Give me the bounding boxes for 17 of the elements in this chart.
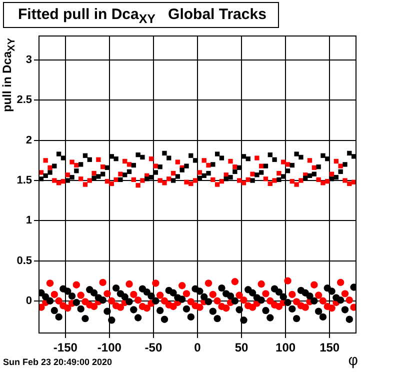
y-tick-label: 1 [26, 214, 32, 227]
x-tick-label: 150 [320, 340, 340, 355]
x-tick-label: 50 [234, 340, 249, 355]
y-tick-label: 2.5 [16, 94, 32, 106]
chart-title: Fitted pull in Dca$_{XY}$ Global Tracks [3, 2, 279, 28]
x-tick-label: -150 [53, 340, 78, 355]
y-tick-label: 0.5 [16, 254, 32, 267]
x-tick-label: -100 [97, 340, 122, 355]
text: Sun Feb 23 20:49:00 2020 [3, 357, 112, 367]
x-tick-label: -50 [144, 340, 162, 355]
x-tick-label: 100 [276, 340, 296, 355]
y-tick-label: 0 [26, 294, 32, 307]
x-tick-label: 0 [194, 340, 202, 355]
y-tick-label: 3 [26, 54, 32, 66]
x-axis-title: φ [348, 352, 358, 369]
y-tick-label: 1.5 [16, 174, 32, 187]
y-tick-label: 2 [26, 134, 32, 146]
